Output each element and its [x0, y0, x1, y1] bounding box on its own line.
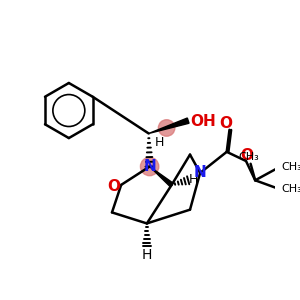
- Text: H: H: [155, 136, 164, 149]
- Polygon shape: [149, 118, 189, 134]
- Text: N: N: [194, 165, 206, 180]
- Polygon shape: [150, 167, 173, 187]
- Text: CH₃: CH₃: [281, 162, 300, 172]
- Text: OH: OH: [190, 114, 216, 129]
- Text: O: O: [107, 179, 120, 194]
- Text: H: H: [142, 248, 152, 262]
- Text: CH₃: CH₃: [238, 152, 259, 162]
- Text: O: O: [240, 148, 254, 163]
- Text: N: N: [143, 159, 156, 174]
- Text: CH₃: CH₃: [281, 184, 300, 194]
- Text: O: O: [219, 116, 232, 131]
- Circle shape: [158, 120, 175, 136]
- Circle shape: [140, 157, 159, 176]
- Text: H: H: [189, 173, 198, 186]
